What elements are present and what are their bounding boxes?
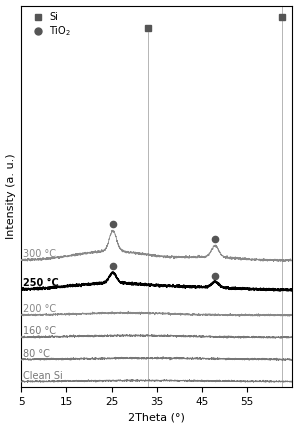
- Text: 80 °C: 80 °C: [23, 348, 50, 359]
- Text: 250 °C: 250 °C: [23, 278, 59, 288]
- X-axis label: 2Theta (°): 2Theta (°): [128, 413, 185, 422]
- Text: 300 °C: 300 °C: [23, 249, 56, 259]
- Legend: Si, TiO$_2$: Si, TiO$_2$: [26, 10, 73, 40]
- Text: 160 °C: 160 °C: [23, 327, 56, 336]
- Text: Clean Si: Clean Si: [23, 371, 63, 381]
- Text: 200 °C: 200 °C: [23, 304, 57, 314]
- Y-axis label: Intensity (a. u.): Intensity (a. u.): [6, 154, 15, 239]
